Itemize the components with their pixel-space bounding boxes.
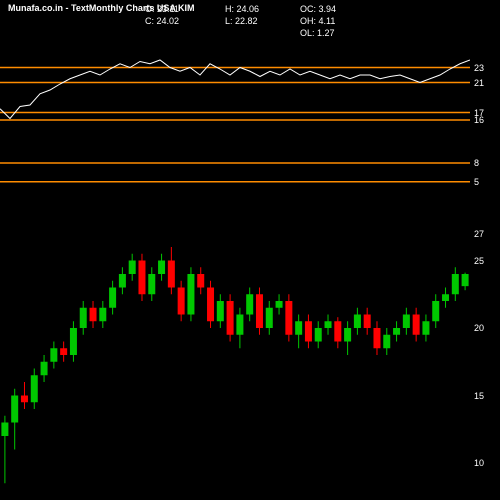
label-oc: OC: — [300, 4, 319, 14]
axis-label: 23 — [474, 63, 484, 73]
value-h: 24.06 — [237, 4, 260, 14]
middle-panel — [0, 138, 470, 213]
label-h: H: — [225, 4, 237, 14]
label-o: O: — [145, 4, 157, 14]
axis-label: 16 — [474, 115, 484, 125]
ohlc-derived: OC: 3.94 OH: 4.11 OL: 1.27 — [300, 3, 336, 39]
label-oh: OH: — [300, 16, 319, 26]
axis-label: 27 — [474, 229, 484, 239]
axis-label: 21 — [474, 78, 484, 88]
axis-label: 15 — [474, 391, 484, 401]
axis-label: 20 — [474, 323, 484, 333]
candlestick-panel — [0, 220, 470, 490]
label-c: C: — [145, 16, 157, 26]
label-ol: OL: — [300, 28, 317, 38]
axis-label: 10 — [474, 458, 484, 468]
value-oh: 4.11 — [319, 16, 336, 26]
axis-label: 8 — [474, 158, 479, 168]
label-l: L: — [225, 16, 235, 26]
axis-label: 25 — [474, 256, 484, 266]
axis-label: 5 — [474, 177, 479, 187]
chart-container: Munafa.co.in - TextMonthly Charts USA KI… — [0, 0, 500, 500]
indicator-panel — [0, 45, 470, 135]
value-oc: 3.94 — [319, 4, 337, 14]
ohlc-open-close: O: 23.11 C: 24.02 — [145, 3, 179, 27]
ohlc-high-low: H: 24.06 L: 22.82 — [225, 3, 259, 27]
value-ol: 1.27 — [317, 28, 335, 38]
value-c: 24.02 — [157, 16, 180, 26]
value-l: 22.82 — [235, 16, 258, 26]
value-o: 23.11 — [157, 4, 179, 14]
